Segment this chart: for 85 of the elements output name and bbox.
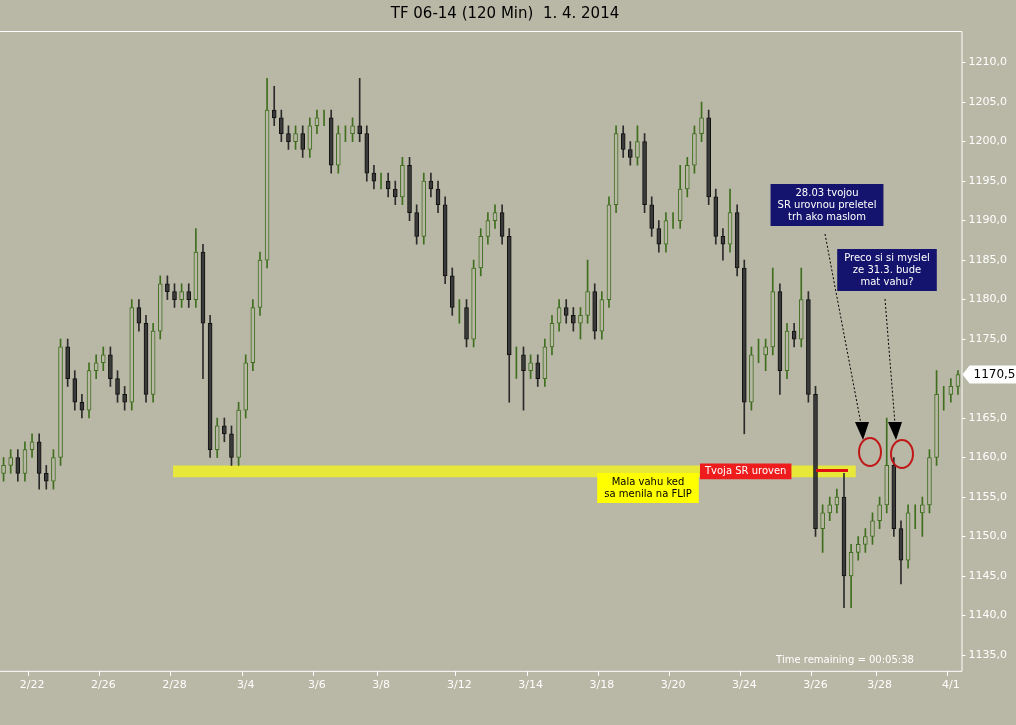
y-tick-label: 1155,0 [968, 489, 1008, 503]
candlestick [286, 125, 291, 150]
candlestick [236, 401, 241, 466]
candlestick [350, 117, 355, 142]
chart-title: TF 06-14 (120 Min) 1. 4. 2014 [389, 3, 620, 22]
candlestick [400, 157, 405, 206]
candlestick [172, 283, 177, 308]
annotation: Time remaining = 00:05:38 [775, 653, 914, 665]
annotation: Preco si si myslel ze 31.3. bude mat vahu? [844, 251, 930, 287]
candlestick [357, 78, 363, 142]
x-tick-label: 2/26 [90, 678, 116, 692]
candlestick [65, 338, 70, 387]
candlestick [692, 125, 697, 174]
y-tick-label: 1175,0 [968, 331, 1008, 345]
candlestick [571, 307, 576, 332]
y-tick-label: 1180,0 [968, 292, 1008, 306]
candlestick [335, 125, 341, 174]
x-tick-label: 3/12 [447, 678, 472, 692]
text: 1170,5 [973, 366, 1016, 381]
x-tick-label: 3/8 [372, 678, 390, 692]
annotation: Mala vahu ked sa menila na FLIP [604, 475, 692, 499]
candlestick [806, 291, 811, 403]
candlestick [863, 528, 868, 553]
x-tick-label: 4/1 [941, 678, 960, 692]
candlestick [464, 299, 469, 348]
x-tick-label: 3/14 [518, 678, 543, 692]
candlestick [934, 370, 939, 466]
candlestick [749, 346, 754, 411]
y-tick-label: 1210,0 [968, 55, 1008, 69]
y-tick-label: 1165,0 [968, 410, 1008, 424]
x-tick-label: 3/4 [236, 678, 255, 692]
x-tick-label: 3/26 [803, 678, 828, 692]
candlestick [271, 85, 277, 127]
candlestick [870, 512, 875, 545]
y-tick-label: 1200,0 [968, 134, 1008, 148]
y-tick-label: 1160,0 [968, 450, 1008, 464]
y-tick-label: 1190,0 [968, 213, 1008, 227]
candlestick [51, 449, 56, 490]
candlestick [699, 101, 704, 142]
candlestick [293, 125, 298, 150]
x-tick-label: 2/22 [19, 678, 45, 692]
candlestick [414, 204, 419, 245]
candlestick [115, 370, 120, 403]
candlestick [763, 338, 768, 371]
y-tick-label: 1140,0 [968, 608, 1008, 622]
candlestick [635, 125, 640, 166]
candlestick [407, 157, 412, 221]
y-tick-label: 1185,0 [968, 252, 1008, 266]
candlestick [706, 109, 711, 206]
band-label: Tvoja SR uroven [703, 464, 787, 476]
candlestick [642, 133, 647, 213]
candlestick [165, 275, 170, 300]
x-tick-label: 3/18 [589, 678, 615, 692]
candlestick [471, 259, 476, 348]
y-tick-label: 1205,0 [968, 94, 1008, 108]
x-tick-label: 2/28 [162, 678, 187, 692]
candlestick [108, 346, 113, 387]
candlestick [920, 496, 925, 537]
x-tick-label: 3/28 [867, 678, 892, 692]
candlestick [627, 141, 633, 166]
y-tick-label: 1195,0 [968, 173, 1008, 187]
candlestick [279, 109, 284, 142]
candlestick [8, 449, 14, 474]
candlestick [578, 307, 583, 340]
candlestick [179, 283, 184, 308]
candlestick [927, 449, 932, 514]
candlestick [122, 386, 127, 411]
y-tick-label: 1150,0 [968, 529, 1008, 543]
candlestick [58, 338, 63, 466]
candlestick [521, 346, 526, 411]
candlestick [585, 259, 590, 324]
candlestick [229, 425, 234, 466]
candlestick [222, 417, 227, 443]
candlestick [877, 496, 882, 529]
y-tick-label: 1135,0 [968, 647, 1008, 661]
x-tick-label: 3/24 [731, 678, 757, 692]
annotation: 28.03 tvojou SR urovnou preletel trh ako maslom [777, 186, 877, 222]
candlestick [1, 457, 6, 482]
y-tick-label: 1145,0 [968, 568, 1008, 582]
candlestick [649, 196, 655, 237]
x-tick-label: 3/6 [308, 678, 326, 692]
candlestick [528, 354, 533, 379]
x-tick-label: 3/20 [660, 678, 686, 692]
candlestick [820, 504, 825, 553]
candlestick [813, 386, 818, 537]
